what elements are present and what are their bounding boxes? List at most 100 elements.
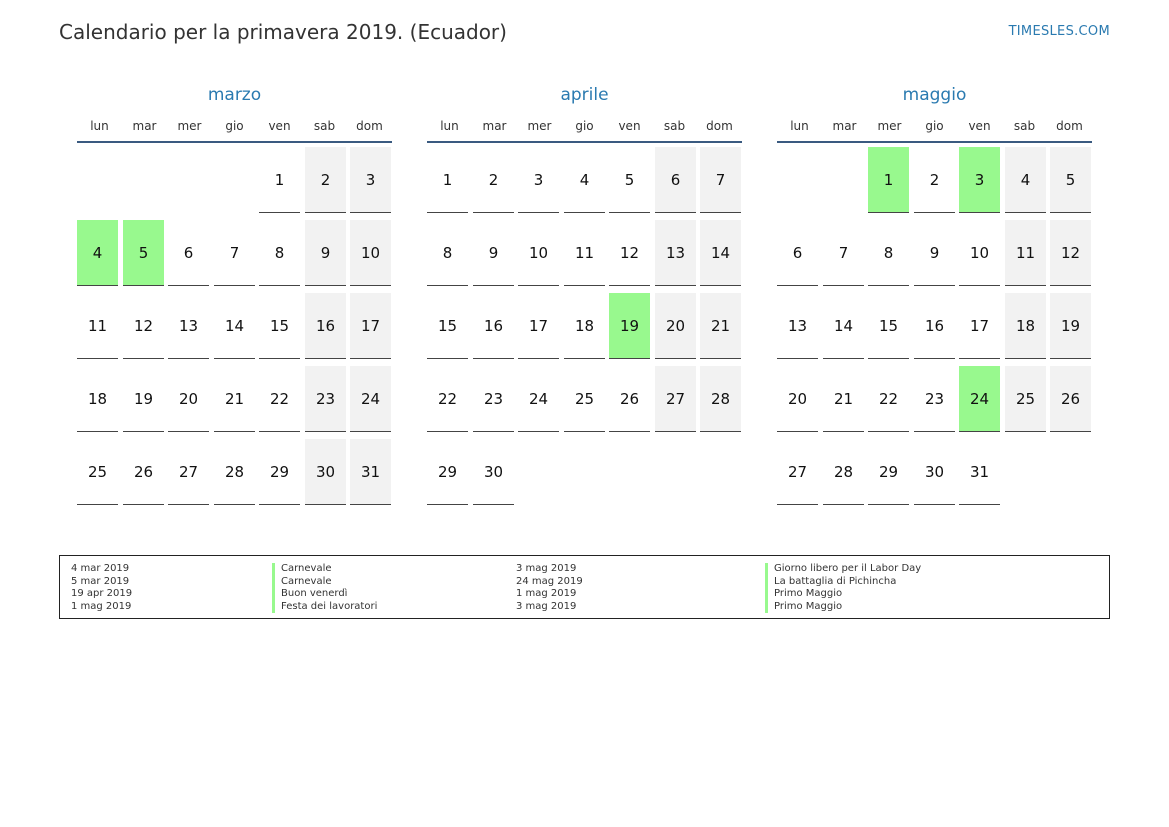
day-cell: 13 xyxy=(168,293,209,359)
day-cell: 14 xyxy=(214,293,255,359)
day-cell: 10 xyxy=(959,220,1000,286)
weekday-label: lun xyxy=(90,119,109,133)
weekday-label: sab xyxy=(313,119,336,133)
weekday-label: sab xyxy=(1013,119,1036,133)
weekday-header: lun mar mer gio ven sab dom xyxy=(427,116,742,143)
day-cell: 11 xyxy=(77,293,118,359)
weekday-header: lun mar mer gio ven sab dom xyxy=(77,116,392,143)
day-cell: 12 xyxy=(1050,220,1091,286)
day-cell: 17 xyxy=(350,293,391,359)
day-cell: 20 xyxy=(777,366,818,432)
day-cell: 27 xyxy=(777,439,818,505)
day-cell: 27 xyxy=(168,439,209,505)
weekday-label: mer xyxy=(877,119,902,133)
legend-date: 3 mag 2019 xyxy=(516,563,577,574)
day-cell: 1 xyxy=(427,147,468,213)
day-cell: 21 xyxy=(214,366,255,432)
day-cell: 22 xyxy=(868,366,909,432)
day-cell: 22 xyxy=(259,366,300,432)
weekday-label: ven xyxy=(618,119,641,133)
day-cell: 20 xyxy=(168,366,209,432)
day-cell: 12 xyxy=(123,293,164,359)
legend-date: 19 apr 2019 xyxy=(71,588,133,599)
day-cell: 31 xyxy=(350,439,391,505)
legend-holiday-name: Giorno libero per il Labor Day xyxy=(765,563,921,576)
day-cell: 19 xyxy=(1050,293,1091,359)
day-grid: 1 2 3 4 5 6 7 8 9 10 11 12 13 14 15 16 17 18 19 20 21 22 23 24 2… xyxy=(77,147,392,512)
day-cell: 23 xyxy=(473,366,514,432)
site-link[interactable]: TIMESLES.COM xyxy=(1008,24,1110,39)
day-cell: 6 xyxy=(168,220,209,286)
weekday-label: sab xyxy=(663,119,686,133)
legend-date: 1 mag 2019 xyxy=(71,600,132,612)
day-cell: 26 xyxy=(123,439,164,505)
day-cell: 24 xyxy=(518,366,559,432)
month-name: maggio xyxy=(902,85,967,105)
day-cell: 26 xyxy=(1050,366,1091,432)
page-title: Calendario per la primavera 2019. (Ecuad… xyxy=(59,20,507,44)
day-cell: 14 xyxy=(823,293,864,359)
day-cell: 16 xyxy=(305,293,346,359)
day-cell: 5 xyxy=(1050,147,1091,213)
day-cell: 13 xyxy=(777,293,818,359)
day-cell: 20 xyxy=(655,293,696,359)
weekday-header: lun mar mer gio ven sab dom xyxy=(777,116,1092,143)
day-cell: 19 xyxy=(123,366,164,432)
day-cell: 2 xyxy=(305,147,346,213)
day-cell: 28 xyxy=(214,439,255,505)
weekday-label: lun xyxy=(440,119,459,133)
weekday-label: mar xyxy=(832,119,857,133)
day-cell: 3 xyxy=(350,147,391,213)
day-cell: 18 xyxy=(77,366,118,432)
day-cell: 17 xyxy=(959,293,1000,359)
day-cell: 28 xyxy=(700,366,741,432)
day-cell: 28 xyxy=(823,439,864,505)
legend-date: 3 mag 2019 xyxy=(516,600,577,612)
day-cell: 30 xyxy=(305,439,346,505)
day-cell: 8 xyxy=(868,220,909,286)
day-cell: 15 xyxy=(868,293,909,359)
day-cell: 9 xyxy=(914,220,955,286)
legend-dates-right: 3 mag 2019 24 mag 2019 1 mag 2019 3 mag … xyxy=(516,563,583,613)
legend-holiday-name: Festa dei lavoratori xyxy=(272,600,377,613)
weekday-label: mar xyxy=(132,119,157,133)
legend-holiday-name: Primo Maggio xyxy=(765,588,921,601)
day-cell: 22 xyxy=(427,366,468,432)
weekday-label: mar xyxy=(482,119,507,133)
legend-date: 24 mag 2019 xyxy=(516,575,583,587)
day-cell: 7 xyxy=(700,147,741,213)
weekday-label: gio xyxy=(575,119,594,133)
legend-names-right: Giorno libero per il Labor Day La battag… xyxy=(765,563,921,613)
legend-dates-left: 4 mar 2019 5 mar 2019 19 apr 2019 1 mag … xyxy=(71,563,132,613)
day-cell: 14 xyxy=(700,220,741,286)
day-cell: 25 xyxy=(1005,366,1046,432)
legend-holiday-name: Primo Maggio xyxy=(765,600,921,613)
day-cell: 9 xyxy=(305,220,346,286)
weekday-label: mer xyxy=(527,119,552,133)
day-cell: 17 xyxy=(518,293,559,359)
weekday-label: ven xyxy=(268,119,291,133)
day-cell: 4 xyxy=(1005,147,1046,213)
weekday-label: dom xyxy=(356,119,383,133)
holiday-day-cell: 4 xyxy=(77,220,118,286)
day-cell: 3 xyxy=(518,147,559,213)
legend-date: 5 mar 2019 xyxy=(71,575,130,587)
day-cell: 6 xyxy=(777,220,818,286)
legend-holiday-name: Buon venerdì xyxy=(272,588,377,601)
day-cell: 25 xyxy=(77,439,118,505)
day-cell: 10 xyxy=(518,220,559,286)
day-cell: 11 xyxy=(1005,220,1046,286)
day-cell: 8 xyxy=(259,220,300,286)
day-cell: 16 xyxy=(473,293,514,359)
legend-date: 1 mag 2019 xyxy=(516,588,577,599)
day-cell: 29 xyxy=(427,439,468,505)
holiday-day-cell: 3 xyxy=(959,147,1000,213)
day-cell: 7 xyxy=(214,220,255,286)
day-cell: 4 xyxy=(564,147,605,213)
day-cell: 26 xyxy=(609,366,650,432)
day-cell: 15 xyxy=(259,293,300,359)
day-cell: 5 xyxy=(609,147,650,213)
